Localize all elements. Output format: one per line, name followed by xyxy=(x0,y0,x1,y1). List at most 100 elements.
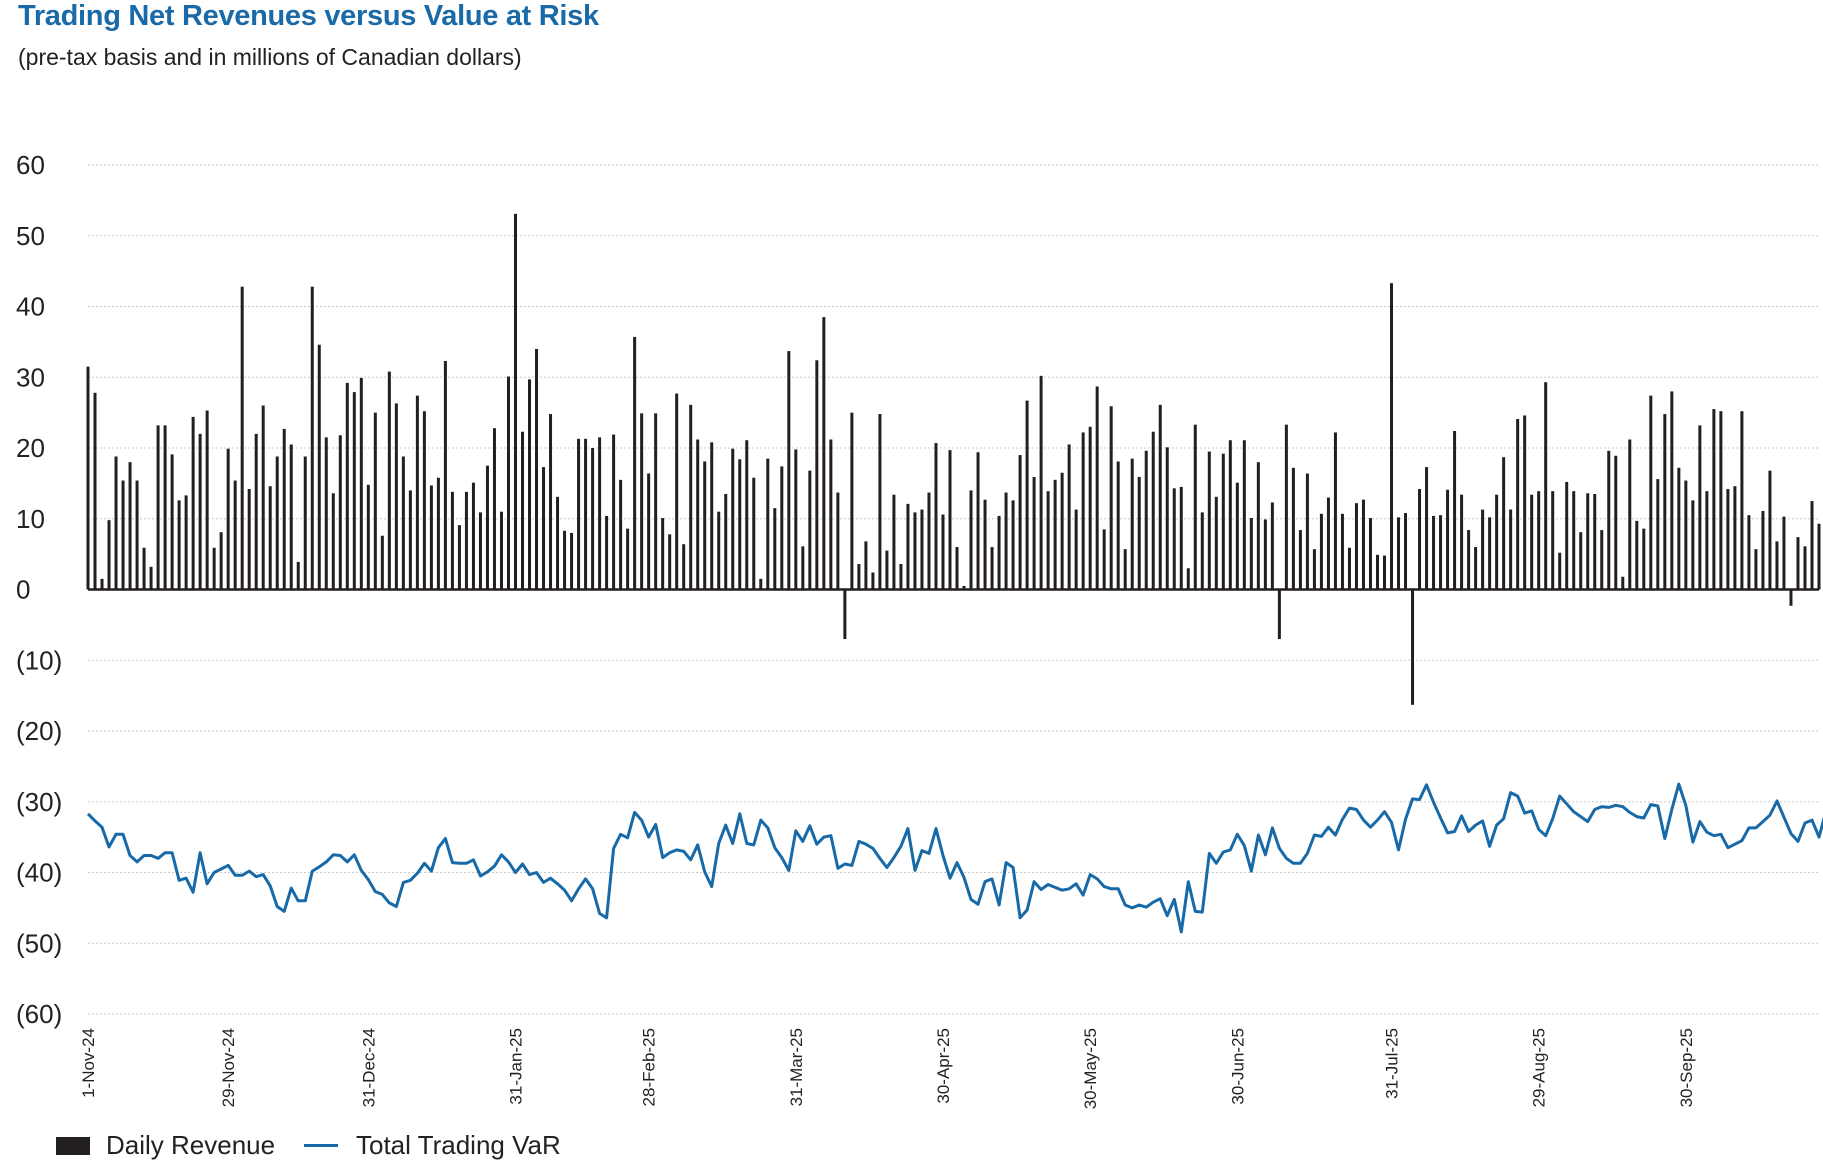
revenue-bar xyxy=(1642,528,1646,590)
x-tick-label: 30-Jun-25 xyxy=(1228,1028,1247,1105)
revenue-bar xyxy=(1151,431,1155,590)
revenue-bar xyxy=(177,500,181,590)
revenue-bar xyxy=(997,515,1001,590)
revenue-bar xyxy=(1081,432,1085,590)
revenue-bar xyxy=(1312,549,1316,590)
revenue-bar xyxy=(892,494,896,590)
revenue-bar xyxy=(1628,439,1632,590)
daily-revenue-swatch xyxy=(56,1136,90,1155)
revenue-bar xyxy=(128,462,132,590)
x-tick-label: 28-Feb-25 xyxy=(640,1028,659,1106)
revenue-bar xyxy=(1530,494,1534,590)
revenue-bar xyxy=(808,470,812,590)
revenue-bar xyxy=(1803,546,1807,590)
revenue-bar xyxy=(1228,440,1232,590)
revenue-bar xyxy=(1298,530,1302,590)
revenue-bar xyxy=(619,479,623,590)
revenue-bar xyxy=(1705,491,1709,590)
revenue-bar xyxy=(899,564,903,590)
revenue-bar xyxy=(836,492,840,590)
revenue-bar xyxy=(1165,447,1169,590)
revenue-bar xyxy=(422,411,426,590)
revenue-bar xyxy=(1067,444,1071,590)
revenue-bar xyxy=(1354,503,1358,590)
revenue-bar xyxy=(1214,496,1218,590)
revenue-bar xyxy=(268,486,272,590)
revenue-bar xyxy=(1221,453,1225,590)
revenue-bar xyxy=(1179,486,1183,590)
revenue-bar xyxy=(107,520,111,590)
y-tick-label: 10 xyxy=(16,504,45,534)
revenue-bar xyxy=(1775,541,1779,590)
revenue-bar xyxy=(591,448,595,590)
revenue-bar xyxy=(745,440,749,590)
revenue-bar xyxy=(647,473,651,590)
revenue-bar xyxy=(780,466,784,590)
y-tick-label: 30 xyxy=(16,362,45,392)
revenue-bar xyxy=(542,467,546,590)
revenue-bar xyxy=(584,438,588,590)
x-tick-label: 1-Nov-24 xyxy=(79,1028,98,1098)
revenue-bar xyxy=(443,360,447,590)
revenue-bar xyxy=(1333,432,1337,590)
revenue-bar xyxy=(1684,480,1688,590)
y-axis-labels: 60 50 40 30 20 10 0 (10) (20) (30) (40) (50) (60) xyxy=(16,150,62,1029)
revenue-bar xyxy=(156,425,160,590)
revenue-bar xyxy=(955,547,959,590)
revenue-bar xyxy=(1460,494,1464,590)
revenue-bar xyxy=(612,434,616,590)
revenue-bar xyxy=(1593,493,1597,590)
revenue-bar xyxy=(373,412,377,590)
total-trading-var-swatch xyxy=(304,1144,338,1147)
x-tick-label: 31-Dec-24 xyxy=(359,1028,378,1107)
revenue-bar xyxy=(696,439,700,590)
revenue-bar xyxy=(1607,450,1611,590)
revenue-bar xyxy=(1796,537,1800,590)
revenue-bar xyxy=(1263,519,1267,590)
revenue-bar xyxy=(506,376,510,590)
revenue-bar xyxy=(528,379,532,590)
revenue-bar xyxy=(1397,517,1401,590)
legend-total-trading-var-label: Total Trading VaR xyxy=(356,1130,561,1160)
revenue-bar xyxy=(429,485,433,590)
revenue-bar xyxy=(878,414,882,590)
legend-total-trading-var: Total Trading VaR xyxy=(304,1130,561,1161)
revenue-bar xyxy=(1586,493,1590,590)
revenue-bar xyxy=(1516,418,1520,590)
revenue-bar xyxy=(1137,477,1141,590)
revenue-bar xyxy=(1754,549,1758,590)
revenue-bar xyxy=(1621,576,1625,590)
revenue-bar xyxy=(1614,455,1618,590)
revenue-bar xyxy=(1291,467,1295,590)
revenue-bar xyxy=(577,438,581,590)
revenue-bar xyxy=(927,492,931,590)
revenue-bar xyxy=(1495,494,1499,590)
y-tick-label: (30) xyxy=(16,787,62,817)
revenue-bar xyxy=(871,572,875,590)
revenue-bar xyxy=(1186,568,1190,590)
revenue-bar xyxy=(1326,497,1330,590)
revenue-bar xyxy=(149,566,153,590)
y-tick-label: 0 xyxy=(16,575,30,605)
revenue-bar xyxy=(1172,488,1176,590)
revenue-bar xyxy=(485,465,489,590)
revenue-bar xyxy=(717,511,721,590)
revenue-bar xyxy=(1249,518,1253,590)
revenue-bar xyxy=(1782,516,1786,590)
y-tick-label: (50) xyxy=(16,928,62,958)
revenue-bar xyxy=(598,437,602,590)
revenue-bar xyxy=(1600,530,1604,590)
y-tick-label: 20 xyxy=(16,433,45,463)
x-tick-label: 29-Aug-25 xyxy=(1530,1028,1549,1107)
legend-daily-revenue: Daily Revenue xyxy=(56,1130,275,1161)
revenue-bar xyxy=(240,286,244,590)
revenue-bar xyxy=(962,585,966,590)
revenue-bar xyxy=(731,448,735,590)
revenue-bar xyxy=(331,493,335,590)
revenue-bar xyxy=(1649,395,1653,590)
revenue-bar xyxy=(1565,481,1569,590)
x-tick-label: 29-Nov-24 xyxy=(219,1028,238,1107)
revenue-bar xyxy=(1635,520,1639,590)
revenue-bar xyxy=(1544,382,1548,590)
revenue-bar xyxy=(1305,473,1309,590)
